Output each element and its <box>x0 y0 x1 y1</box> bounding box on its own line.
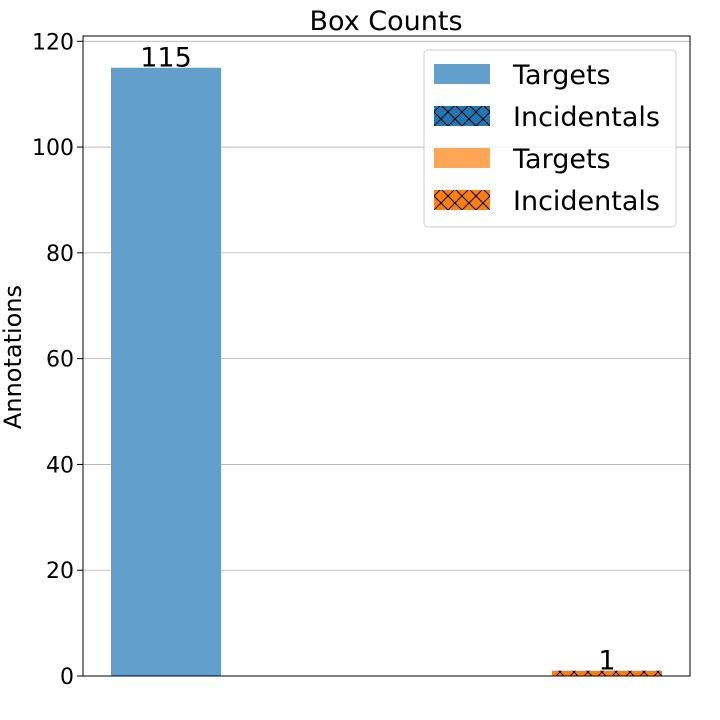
legend: Targets Incidentals Targets Incidentals <box>423 49 677 228</box>
legend-swatch <box>434 64 490 84</box>
chart-title: Box Counts <box>309 6 462 37</box>
y-tick-label: 60 <box>46 348 74 373</box>
bar-value-label: 115 <box>140 43 192 74</box>
legend-box <box>423 49 677 228</box>
bar-value-label: 1 <box>598 646 615 677</box>
legend-label: Incidentals <box>513 102 660 133</box>
legend-swatch <box>434 148 490 168</box>
bars <box>111 67 662 676</box>
y-tick-label: 100 <box>32 136 74 161</box>
y-tick-label: 120 <box>32 30 74 55</box>
bar-value-labels: 115 1 <box>140 43 615 677</box>
y-tick-label: 0 <box>60 665 74 690</box>
y-tick-label: 20 <box>46 559 74 584</box>
legend-swatch-hatch <box>434 106 490 126</box>
y-tick-label: 40 <box>46 453 74 478</box>
y-axis: 0 20 40 60 80 100 120 <box>32 30 83 690</box>
legend-label: Targets <box>512 60 611 91</box>
legend-label: Incidentals <box>513 186 660 217</box>
plot-frame <box>82 35 691 677</box>
y-tick-label: 80 <box>46 242 74 267</box>
legend-label: Targets <box>512 144 611 175</box>
y-axis-label: Annotations <box>0 285 27 429</box>
legend-swatch-hatch <box>434 190 490 210</box>
bar-targets <box>111 67 221 676</box>
bar-hatch <box>552 670 662 676</box>
